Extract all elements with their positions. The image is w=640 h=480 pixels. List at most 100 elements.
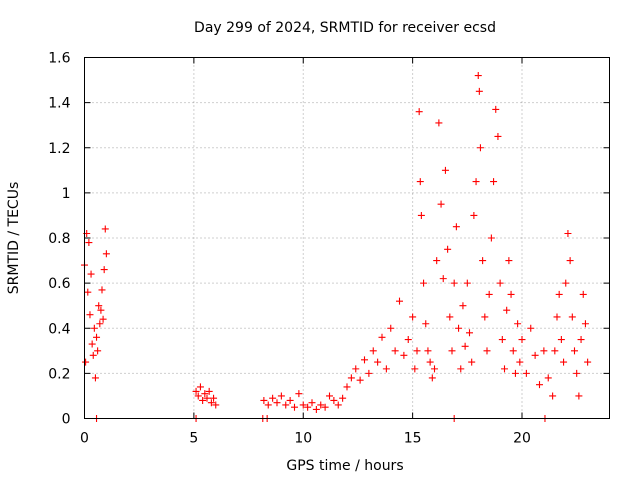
data-point bbox=[374, 358, 382, 366]
data-point bbox=[84, 288, 92, 296]
data-point bbox=[87, 270, 95, 278]
data-point bbox=[581, 320, 589, 328]
data-point bbox=[194, 392, 202, 400]
data-point bbox=[470, 211, 478, 219]
data-point bbox=[551, 347, 559, 355]
data-point bbox=[411, 365, 419, 373]
y-tick-label: 0.8 bbox=[48, 231, 70, 247]
data-point bbox=[555, 290, 563, 298]
data-point bbox=[540, 347, 548, 355]
data-point bbox=[472, 178, 480, 186]
data-point bbox=[531, 351, 539, 359]
data-point bbox=[277, 392, 285, 400]
data-point bbox=[96, 320, 104, 328]
data-point bbox=[562, 279, 570, 287]
data-point bbox=[269, 394, 277, 402]
data-point bbox=[196, 383, 204, 391]
x-tick-label: 0 bbox=[80, 431, 89, 447]
data-point bbox=[433, 257, 441, 265]
x-tick-label: 10 bbox=[294, 431, 312, 447]
data-point bbox=[93, 333, 101, 341]
data-point bbox=[343, 383, 351, 391]
data-point bbox=[312, 405, 320, 413]
y-tick-label: 0 bbox=[62, 412, 71, 428]
y-tick-label: 1.6 bbox=[48, 51, 70, 67]
data-point bbox=[437, 200, 445, 208]
data-point bbox=[378, 333, 386, 341]
data-point bbox=[365, 369, 373, 377]
data-point bbox=[544, 374, 552, 382]
data-point bbox=[481, 313, 489, 321]
data-point bbox=[549, 392, 557, 400]
y-axis-ticks: 0 0.2 0.4 0.6 0.8 1 1.2 1.4 1.6 bbox=[48, 51, 70, 428]
x-tick-label: 5 bbox=[189, 431, 198, 447]
data-point bbox=[424, 347, 432, 355]
data-point bbox=[387, 324, 395, 332]
data-point bbox=[396, 297, 403, 305]
data-point bbox=[566, 257, 574, 265]
data-point bbox=[455, 324, 463, 332]
data-point bbox=[446, 313, 454, 321]
data-point bbox=[426, 358, 434, 366]
data-point bbox=[199, 396, 207, 404]
data-point bbox=[435, 119, 443, 127]
data-point bbox=[420, 279, 428, 287]
data-point bbox=[527, 324, 535, 332]
data-point bbox=[94, 347, 102, 355]
data-point bbox=[492, 105, 500, 113]
data-point bbox=[291, 403, 298, 411]
data-point bbox=[422, 320, 430, 328]
data-point bbox=[339, 394, 347, 402]
data-point bbox=[461, 342, 469, 350]
data-point bbox=[352, 365, 360, 373]
data-point bbox=[413, 347, 421, 355]
data-point bbox=[474, 72, 482, 80]
data-point bbox=[560, 358, 568, 366]
data-point bbox=[557, 336, 565, 344]
data-point bbox=[457, 365, 465, 373]
data-point bbox=[485, 290, 493, 298]
data-point bbox=[95, 302, 103, 310]
data-point bbox=[417, 211, 425, 219]
data-point bbox=[304, 403, 312, 411]
data-point bbox=[416, 178, 424, 186]
data-point bbox=[326, 392, 333, 400]
data-point bbox=[428, 374, 436, 382]
data-point bbox=[91, 374, 99, 382]
data-point bbox=[575, 392, 583, 400]
data-point bbox=[448, 347, 456, 355]
data-point bbox=[584, 358, 592, 366]
data-point bbox=[553, 313, 561, 321]
data-point bbox=[476, 144, 484, 152]
data-point bbox=[409, 313, 417, 321]
data-point bbox=[98, 286, 106, 294]
data-point bbox=[439, 275, 447, 283]
data-point bbox=[490, 178, 498, 186]
data-point bbox=[201, 390, 209, 398]
data-point bbox=[441, 166, 449, 174]
data-point bbox=[452, 223, 460, 231]
data-point bbox=[494, 132, 502, 140]
data-point bbox=[507, 290, 515, 298]
data-point bbox=[444, 245, 452, 253]
y-axis-label: SRMTID / TECUs bbox=[6, 182, 22, 295]
y-tick-label: 0.6 bbox=[48, 276, 70, 292]
data-point bbox=[308, 399, 316, 407]
data-point bbox=[400, 351, 408, 359]
data-point bbox=[317, 401, 325, 409]
data-point bbox=[264, 401, 272, 409]
data-point bbox=[212, 401, 220, 409]
data-point bbox=[347, 374, 355, 382]
data-point bbox=[509, 347, 517, 355]
data-point bbox=[85, 239, 93, 247]
plot-frame bbox=[84, 57, 610, 419]
data-point bbox=[101, 225, 109, 233]
data-point bbox=[498, 336, 506, 344]
data-point bbox=[286, 396, 294, 404]
y-tick-label: 1 bbox=[62, 186, 71, 202]
data-point bbox=[505, 257, 513, 265]
data-point bbox=[463, 279, 471, 287]
data-point bbox=[192, 387, 200, 395]
data-point bbox=[361, 356, 368, 364]
x-tick-label: 20 bbox=[513, 431, 531, 447]
